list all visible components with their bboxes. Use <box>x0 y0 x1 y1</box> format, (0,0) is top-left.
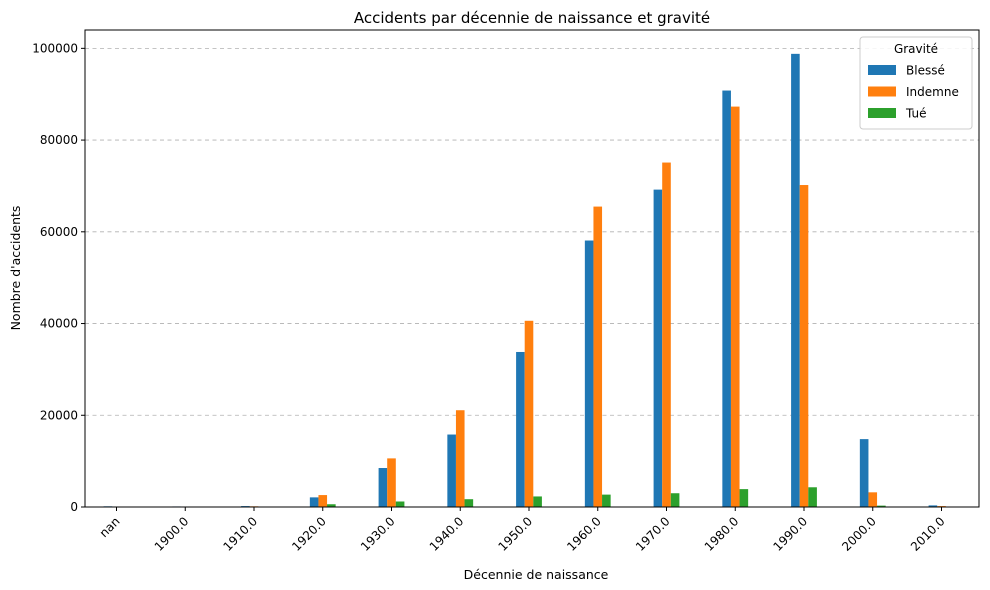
bar <box>868 492 878 507</box>
y-tick-label: 20000 <box>40 408 78 422</box>
bar <box>447 434 456 507</box>
legend-title: Gravité <box>894 42 938 56</box>
bar <box>516 351 525 507</box>
plot-frame <box>84 29 980 508</box>
bar <box>928 505 938 507</box>
y-tick-label: 40000 <box>40 317 78 331</box>
x-tick-label: 1960.0 <box>564 514 604 554</box>
x-axis: nan 1900.0 1910.0 1920.0 1930.0 1940.0 1950.0 1… <box>97 507 948 554</box>
bar <box>524 320 534 507</box>
legend-swatch <box>868 108 896 118</box>
bar <box>730 106 740 508</box>
bar <box>327 504 336 507</box>
y-axis: 0 20000 40000 60000 80000 100000 <box>32 41 85 514</box>
bar <box>464 499 474 507</box>
bar <box>584 240 594 508</box>
bar <box>653 189 663 507</box>
legend-swatch <box>868 86 896 97</box>
x-tick-label: 1950.0 <box>496 514 536 554</box>
x-tick-label: 1940.0 <box>427 514 467 554</box>
bar <box>378 468 388 507</box>
y-tick-label: 60000 <box>40 225 78 239</box>
x-tick-label: 1910.0 <box>221 514 261 554</box>
bar <box>662 162 671 507</box>
bars <box>103 53 955 508</box>
bar <box>455 410 465 507</box>
legend-items: Blessé Indemne Tué <box>868 64 959 121</box>
bar <box>318 495 328 507</box>
bar <box>395 501 405 507</box>
x-tick-label: 1920.0 <box>289 514 329 554</box>
legend: Gravité Blessé Indemne Tué <box>859 36 973 130</box>
x-tick-label: 1900.0 <box>152 514 192 554</box>
bar <box>791 53 800 507</box>
bar <box>602 494 611 507</box>
y-tick-label: 100000 <box>32 41 78 55</box>
legend-box <box>859 36 973 130</box>
y-tick-label: 0 <box>70 500 78 514</box>
legend-swatch <box>868 65 896 75</box>
y-axis-label: Nombre d'accidents <box>8 206 23 331</box>
bar <box>799 185 809 507</box>
y-tick-label: 80000 <box>40 133 78 147</box>
bar <box>722 90 731 508</box>
bar <box>808 487 817 507</box>
legend-label: Blessé <box>906 64 945 78</box>
bar <box>670 493 680 507</box>
bar <box>859 439 869 507</box>
legend-label: Indemne <box>906 85 959 99</box>
bar <box>593 206 603 507</box>
legend-label: Tué <box>905 107 927 121</box>
chart-title: Accidents par décennie de naissance et g… <box>354 9 710 27</box>
x-tick-label: nan <box>97 514 123 540</box>
x-tick-label: 1990.0 <box>771 514 811 554</box>
x-tick-label: 1930.0 <box>358 514 398 554</box>
bar <box>739 489 749 507</box>
x-axis-label: Décennie de naissance <box>464 567 609 582</box>
bar <box>533 496 542 507</box>
x-tick-label: 1980.0 <box>702 514 742 554</box>
bar <box>877 505 886 507</box>
x-tick-label: 1970.0 <box>633 514 673 554</box>
x-tick-label: 2010.0 <box>908 514 948 554</box>
x-tick-label: 2000.0 <box>839 514 879 554</box>
gridlines <box>85 47 979 416</box>
bar <box>309 497 319 507</box>
bar <box>387 458 396 507</box>
